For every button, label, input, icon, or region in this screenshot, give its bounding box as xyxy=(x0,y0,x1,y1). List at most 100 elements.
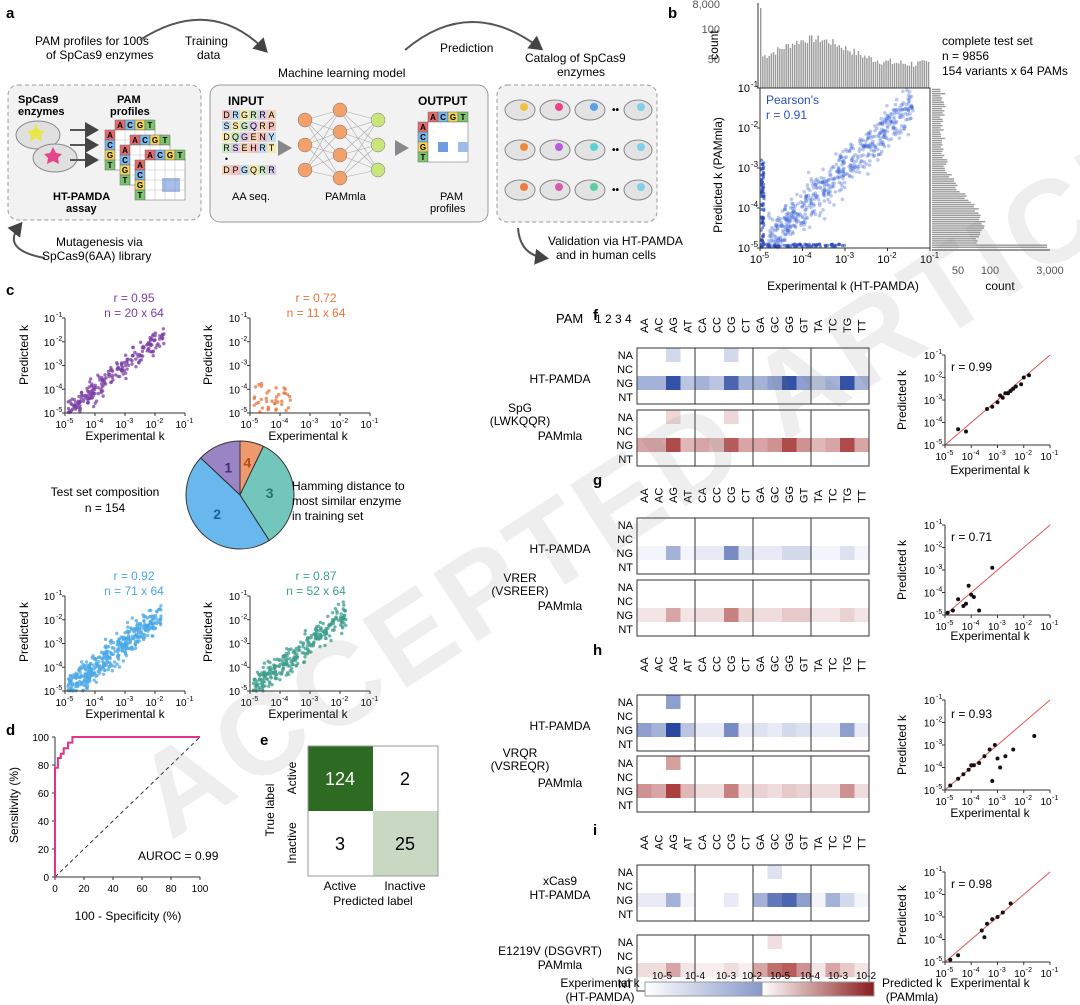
legend-tick: 10-2 xyxy=(856,971,876,982)
data-point xyxy=(784,218,788,222)
data-point xyxy=(888,118,893,123)
data-point xyxy=(793,225,798,230)
data-point xyxy=(800,214,804,218)
aa-letter: R xyxy=(259,110,266,120)
data-point xyxy=(961,772,966,777)
data-point xyxy=(906,108,911,113)
data-point xyxy=(258,673,262,677)
c3-r: r = 0.92 xyxy=(113,569,154,583)
heatmap-cell xyxy=(666,756,681,770)
x-tick-label: 10 xyxy=(1040,452,1052,463)
data-point xyxy=(277,392,281,397)
row-label: NT xyxy=(618,624,633,636)
data-point xyxy=(815,177,819,182)
data-point xyxy=(807,225,812,230)
data-point xyxy=(892,107,896,112)
data-point xyxy=(137,360,141,364)
y-tick-label: 10 xyxy=(924,611,936,622)
data-point xyxy=(774,224,779,228)
data-point xyxy=(881,135,885,139)
data-point xyxy=(813,183,817,187)
data-point xyxy=(77,394,81,399)
panel-label-e: e xyxy=(260,732,268,749)
data-point xyxy=(785,226,790,231)
data-point xyxy=(85,386,89,391)
data-point xyxy=(814,195,818,199)
star-icon xyxy=(637,183,645,191)
heatmap-cell xyxy=(840,963,855,977)
hist-bar xyxy=(925,61,928,88)
out-profiles-label-2: profiles xyxy=(430,203,466,215)
data-point xyxy=(956,597,961,602)
x-tick-exp: -1 xyxy=(372,696,378,703)
pam-nt: G xyxy=(107,151,113,160)
data-point xyxy=(268,665,273,669)
data-point xyxy=(771,227,776,232)
data-point xyxy=(108,639,113,643)
top-count-tick: 50 xyxy=(708,54,720,66)
pam-nt: A xyxy=(420,123,426,132)
y-tick-exp: -5 xyxy=(56,685,62,692)
plot-frame xyxy=(250,318,370,413)
h-scatter-xlabel: Experimental k xyxy=(950,806,1030,820)
data-point xyxy=(96,373,100,377)
data-point xyxy=(851,159,856,164)
data-point xyxy=(780,223,785,228)
data-point xyxy=(805,183,810,187)
column-label: CT xyxy=(741,657,753,672)
hist-bar xyxy=(932,137,945,140)
heatmap-cell xyxy=(666,410,681,424)
data-point xyxy=(78,400,83,404)
nn-edge xyxy=(339,109,379,146)
hist-bar xyxy=(896,62,898,88)
aa-letter: T xyxy=(269,143,275,153)
data-point xyxy=(792,217,797,221)
data-point xyxy=(849,169,853,173)
y-tick-label: 10 xyxy=(229,687,241,698)
data-point xyxy=(879,127,884,132)
x-tick-exp: -1 xyxy=(1052,967,1058,974)
data-point xyxy=(106,667,111,672)
enzyme-blob xyxy=(623,139,653,161)
data-point xyxy=(266,407,270,411)
hist-bar xyxy=(932,127,941,129)
data-point xyxy=(771,217,775,222)
data-point xyxy=(784,218,789,222)
data-point xyxy=(804,194,809,198)
data-point xyxy=(807,203,812,208)
small-scatters: 10 -510 -510 -410 -410 -310 -310 -210 -210 -110 -1… xyxy=(924,349,1058,980)
data-point xyxy=(96,386,100,390)
data-point xyxy=(777,219,782,223)
data-point xyxy=(811,186,816,190)
hist-bar xyxy=(825,39,828,88)
data-point xyxy=(780,209,785,213)
data-point xyxy=(979,928,984,933)
data-point xyxy=(823,188,827,192)
data-point xyxy=(998,393,1003,398)
hist-bar xyxy=(932,184,958,187)
data-point xyxy=(309,650,313,654)
heatmap-cell xyxy=(854,893,869,907)
enzyme-blob xyxy=(574,99,606,121)
hist-bar xyxy=(932,208,979,210)
cm-value: 2 xyxy=(400,769,410,789)
data-point xyxy=(880,122,885,127)
data-point xyxy=(888,114,892,119)
hist-bar xyxy=(883,62,885,88)
data-point xyxy=(778,237,783,241)
data-point xyxy=(878,130,882,135)
data-point xyxy=(817,201,822,206)
x-tick-exp: -2 xyxy=(342,418,348,425)
data-point xyxy=(876,152,881,157)
column-label: GT xyxy=(799,656,811,672)
data-point xyxy=(836,168,840,173)
data-point xyxy=(829,185,833,190)
hist-bar xyxy=(808,35,811,88)
cm-value: 25 xyxy=(395,834,415,854)
hist-bar xyxy=(932,93,946,95)
i-ht-label: HT-PAMDA xyxy=(529,888,590,902)
data-point xyxy=(831,177,836,182)
data-point xyxy=(864,143,869,147)
data-point xyxy=(901,114,905,119)
row-label: NG xyxy=(617,610,634,622)
